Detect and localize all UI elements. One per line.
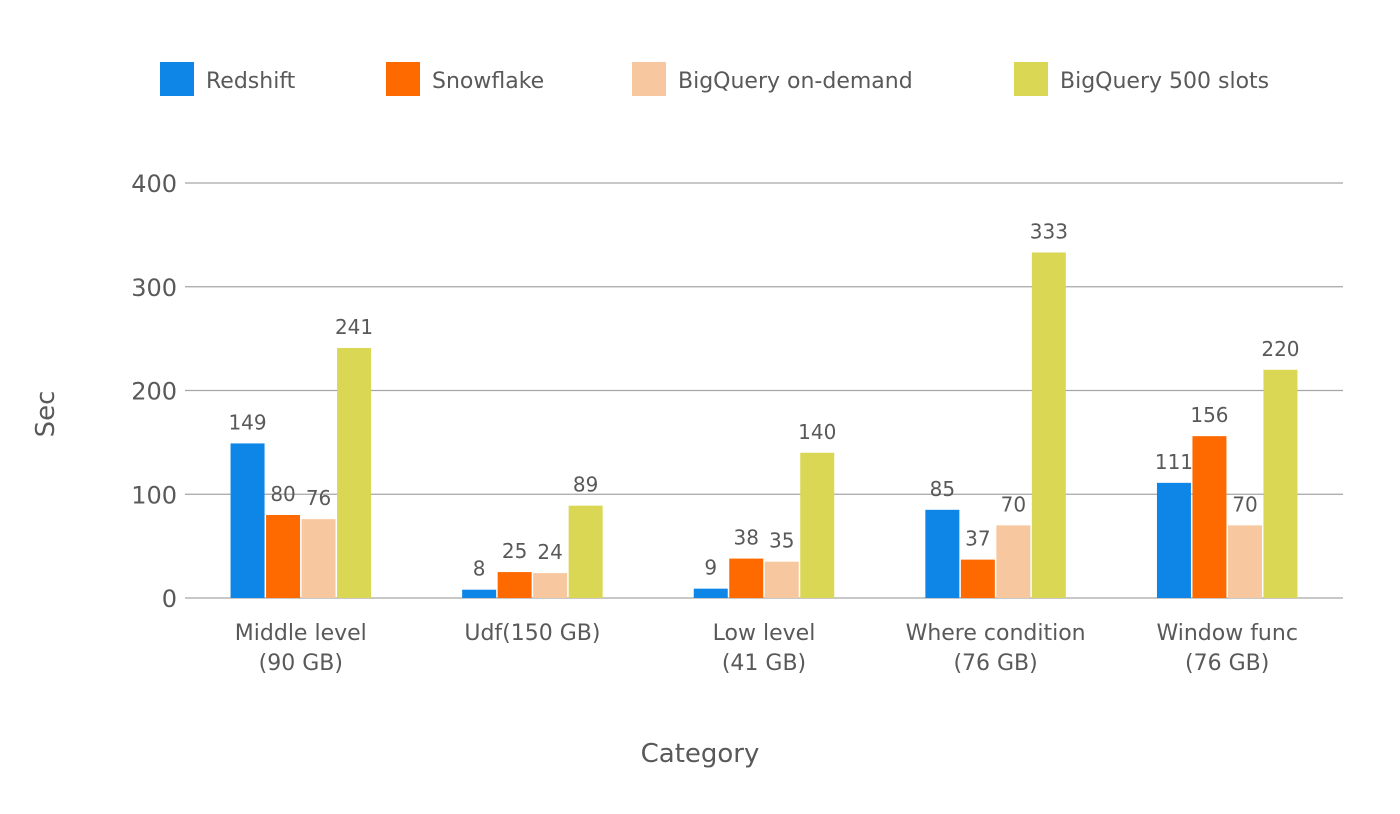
- bar-snowflake: [497, 572, 532, 598]
- bar-bigquery-on-demand: [1227, 525, 1262, 598]
- data-label: 111: [1155, 450, 1193, 474]
- data-label: 220: [1261, 337, 1299, 361]
- bar-redshift: [925, 509, 960, 598]
- x-category-label: Udf(150 GB): [464, 621, 600, 646]
- data-label: 241: [335, 315, 373, 339]
- data-label: 35: [769, 529, 794, 553]
- data-label: 37: [965, 527, 990, 551]
- bar-bigquery-on-demand: [764, 561, 799, 598]
- y-tick-label: 0: [162, 585, 177, 613]
- legend-label: Redshift: [206, 69, 296, 94]
- data-label: 70: [1232, 492, 1257, 516]
- bar-bigquery-500-slots: [337, 347, 372, 598]
- grid-lines: [185, 182, 1343, 599]
- legend-label: BigQuery on-demand: [678, 69, 913, 94]
- x-category-label: Middle level (90 GB): [235, 621, 367, 676]
- bar-redshift: [230, 443, 265, 598]
- bar-bigquery-500-slots: [1031, 252, 1066, 598]
- data-label: 333: [1030, 220, 1068, 244]
- y-tick-label: 200: [131, 378, 177, 406]
- bar-snowflake: [266, 515, 301, 598]
- data-label: 38: [734, 526, 759, 550]
- y-tick-label: 300: [131, 274, 177, 302]
- bars: 149 80 76 241 8 25 24 89 9 38 35 140 85 37 70 333 111 156…: [228, 220, 1300, 598]
- data-label: 8: [473, 557, 486, 581]
- x-category-label: Where condition (76 GB): [906, 621, 1086, 676]
- bar-snowflake: [1192, 436, 1227, 598]
- bar-redshift: [462, 589, 497, 598]
- data-label: 89: [573, 473, 598, 497]
- x-category-label: Low level (41 GB): [713, 621, 816, 676]
- data-label: 156: [1190, 403, 1228, 427]
- bar-redshift: [693, 588, 728, 598]
- legend-label: Snowflake: [432, 69, 544, 94]
- bar-redshift: [1156, 482, 1191, 598]
- data-label: 9: [704, 556, 717, 580]
- x-axis-title: Category: [641, 739, 760, 769]
- legend-swatch: [1014, 62, 1048, 96]
- data-label: 70: [1001, 492, 1026, 516]
- bar-bigquery-500-slots: [800, 452, 835, 598]
- data-label: 76: [306, 486, 331, 510]
- data-label: 25: [502, 539, 527, 563]
- y-axis-title: Sec: [31, 391, 61, 438]
- legend: Redshift Snowflake BigQuery on-demand BigQu…: [160, 62, 1269, 96]
- legend-label: BigQuery 500 slots: [1060, 69, 1269, 94]
- legend-swatch: [632, 62, 666, 96]
- bar-bigquery-on-demand: [301, 519, 336, 598]
- data-label: 80: [270, 482, 295, 506]
- bar-bigquery-on-demand: [533, 573, 568, 598]
- data-label: 85: [930, 477, 955, 501]
- data-label: 149: [228, 410, 266, 434]
- legend-swatch: [386, 62, 420, 96]
- bar-snowflake: [960, 559, 995, 598]
- bar-bigquery-on-demand: [996, 525, 1031, 598]
- x-axis-category-labels: Middle level (90 GB) Udf(150 GB) Low level(…: [235, 621, 1298, 676]
- bar-snowflake: [729, 558, 764, 598]
- bar-bigquery-500-slots: [1263, 369, 1298, 598]
- y-tick-label: 100: [131, 481, 177, 509]
- bar-bigquery-500-slots: [568, 505, 603, 598]
- data-label: 140: [798, 420, 836, 444]
- x-category-label: Window func (76 GB): [1156, 621, 1297, 676]
- legend-swatch: [160, 62, 194, 96]
- y-tick-label: 400: [131, 170, 177, 198]
- y-axis-tick-labels: 0 100 200 300 400: [131, 170, 177, 613]
- data-label: 24: [537, 540, 562, 564]
